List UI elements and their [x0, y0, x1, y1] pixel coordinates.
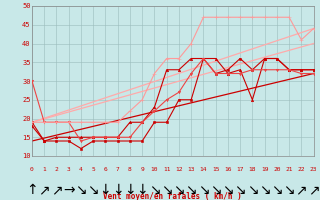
X-axis label: Vent moyen/en rafales ( km/h ): Vent moyen/en rafales ( km/h )	[103, 192, 242, 200]
